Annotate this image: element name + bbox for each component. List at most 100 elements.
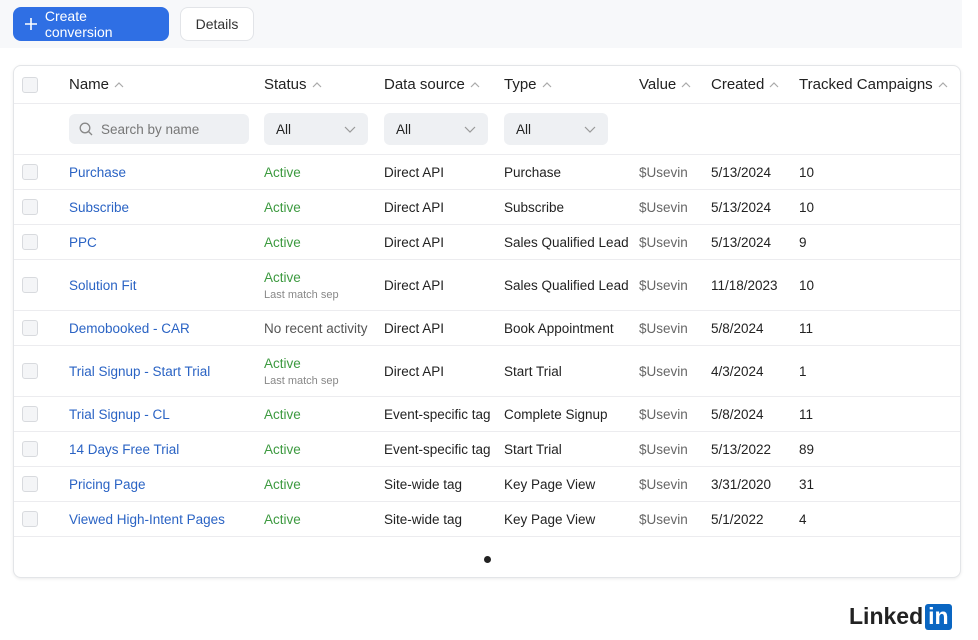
status-cell: Active <box>251 235 371 250</box>
column-header[interactable]: Data source <box>371 76 491 93</box>
created-date: 11/18/2023 <box>711 277 778 293</box>
conversions-table: Name Status Data source Type Value Created Tra… <box>13 65 961 578</box>
filter-cell: All <box>371 113 491 145</box>
conversion-name[interactable]: 14 Days Free Trial <box>69 441 180 457</box>
column-header[interactable]: Status <box>251 76 371 93</box>
filter-select[interactable]: All <box>504 113 608 145</box>
checkbox-cell <box>14 441 56 457</box>
table-row: PPC Active Direct API Sales Qualified Lead $… <box>14 225 960 260</box>
conversion-type: Book Appointment <box>504 320 614 336</box>
column-title: Created <box>711 76 765 93</box>
table-row: Purchase Active Direct API Purchase $Usevin 5… <box>14 155 960 190</box>
conversion-name[interactable]: Pricing Page <box>69 476 146 492</box>
conversion-type: Key Page View <box>504 511 596 527</box>
dropdown-icon <box>464 126 476 133</box>
row-checkbox[interactable] <box>22 164 38 180</box>
value: $Usevin <box>639 511 688 527</box>
search-box[interactable]: Search by name <box>69 114 249 144</box>
column-header[interactable]: Value <box>626 76 698 93</box>
value: $Usevin <box>639 441 688 457</box>
filter-cell: Search by name <box>56 114 251 144</box>
checkbox-cell <box>14 234 56 250</box>
data-source: Site-wide tag <box>384 476 463 492</box>
value: $Usevin <box>639 234 688 250</box>
column-title: Status <box>264 76 307 93</box>
row-checkbox[interactable] <box>22 476 38 492</box>
pagination <box>14 556 960 563</box>
row-checkbox[interactable] <box>22 511 38 527</box>
row-checkbox[interactable] <box>22 320 38 336</box>
details-button[interactable]: Details <box>180 7 254 41</box>
status-cell: Active Last match sep <box>251 270 371 301</box>
status: Active <box>264 511 301 527</box>
status: Active <box>264 476 301 492</box>
conversion-name[interactable]: Subscribe <box>69 199 130 215</box>
create-label: Create conversion <box>44 8 113 40</box>
conversion-name[interactable]: Purchase <box>69 164 127 180</box>
column-title: Tracked Campaigns <box>799 76 933 93</box>
value: $Usevin <box>639 277 688 293</box>
tracked-campaigns: 11 <box>799 406 814 422</box>
data-source: Direct API <box>384 234 445 250</box>
status-cell: Active <box>251 165 371 180</box>
conversion-name[interactable]: Trial Signup - Start Trial <box>69 363 211 379</box>
column-header[interactable]: Type <box>491 76 626 93</box>
row-checkbox[interactable] <box>22 441 38 457</box>
row-checkbox[interactable] <box>22 277 38 293</box>
value: $Usevin <box>639 406 688 422</box>
data-source: Event-specific tag <box>384 406 491 422</box>
value: $Usevin <box>639 476 688 492</box>
tracked-campaigns: 11 <box>799 320 814 336</box>
filter-value: All <box>396 121 412 137</box>
conversion-name[interactable]: Viewed High-Intent Pages <box>69 511 225 527</box>
select-all-checkbox[interactable] <box>22 76 38 93</box>
conversion-name[interactable]: Demobooked - CAR <box>69 320 190 336</box>
status-cell: No recent activity <box>251 321 371 336</box>
filter-select[interactable]: All <box>264 113 368 145</box>
data-source: Event-specific tag <box>384 441 491 457</box>
status: Active <box>264 406 301 422</box>
status-cell: Active <box>251 512 371 527</box>
sort-icon <box>470 81 480 87</box>
row-checkbox[interactable] <box>22 199 38 215</box>
table-row: Solution Fit Active Last match sep Direct A… <box>14 260 960 311</box>
header-row: Name Status Data source Type Value Created Tra… <box>14 66 960 104</box>
table-row: Trial Signup - Start Trial Active Last mat… <box>14 346 960 397</box>
checkbox-cell <box>14 406 56 422</box>
search-icon <box>79 122 93 136</box>
column-header[interactable]: Created <box>698 76 786 93</box>
tracked-campaigns: 1 <box>799 363 807 379</box>
tracked-campaigns: 9 <box>799 234 807 250</box>
status: Active <box>264 234 301 250</box>
table-row: 14 Days Free Trial Active Event-specific t… <box>14 432 960 467</box>
conversion-type: Purchase <box>504 164 562 180</box>
page-dot[interactable] <box>483 556 491 563</box>
select-all-cell <box>14 76 56 93</box>
row-checkbox[interactable] <box>22 234 38 250</box>
sort-icon <box>312 81 321 87</box>
create-button[interactable]: Create conversion <box>13 7 169 41</box>
table-row: Trial Signup - CL Active Event-specific ta… <box>14 397 960 432</box>
conversion-name[interactable]: Trial Signup - CL <box>69 406 170 422</box>
row-checkbox[interactable] <box>22 406 38 422</box>
filter-cell: All <box>251 113 371 145</box>
logo-text: Linked <box>849 603 924 629</box>
data-source: Direct API <box>384 277 445 293</box>
row-checkbox[interactable] <box>22 363 38 379</box>
sort-icon <box>938 81 948 87</box>
created-date: 5/13/2024 <box>711 234 772 250</box>
conversion-name[interactable]: PPC <box>69 234 97 250</box>
column-header[interactable]: Tracked Campaigns <box>786 76 960 93</box>
value: $Usevin <box>639 164 688 180</box>
tracked-campaigns: 10 <box>799 199 815 215</box>
filter-select[interactable]: All <box>384 113 488 145</box>
filter-value: All <box>516 121 532 137</box>
tracked-campaigns: 10 <box>799 164 815 180</box>
status-note: Last match sep <box>264 288 339 301</box>
conversion-name[interactable]: Solution Fit <box>69 277 137 293</box>
table-row: Subscribe Active Direct API Subscribe $Usevi… <box>14 190 960 225</box>
value: $Usevin <box>639 363 688 379</box>
status: Active <box>264 199 301 215</box>
column-header[interactable]: Name <box>56 76 251 93</box>
search-placeholder: Search by name <box>101 121 200 137</box>
